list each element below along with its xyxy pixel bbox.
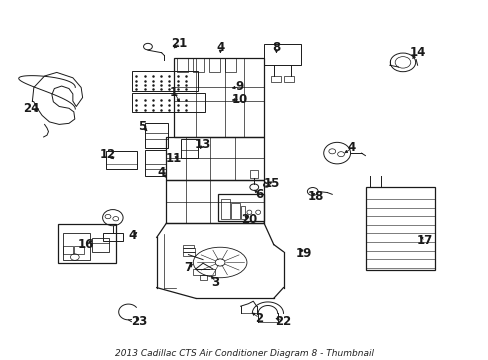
- Bar: [144, 149, 166, 176]
- Text: 7: 7: [184, 261, 192, 274]
- Text: 1: 1: [169, 86, 178, 99]
- Text: 10: 10: [231, 93, 247, 106]
- Bar: [144, 123, 167, 148]
- Bar: [225, 58, 236, 72]
- Text: 9: 9: [235, 80, 243, 93]
- Bar: [177, 58, 187, 72]
- Text: 17: 17: [416, 234, 432, 247]
- Bar: [240, 206, 245, 219]
- Bar: [105, 151, 137, 169]
- Text: 14: 14: [408, 46, 425, 59]
- Text: 4: 4: [128, 229, 136, 242]
- Bar: [366, 187, 434, 270]
- Text: 5: 5: [138, 120, 146, 133]
- Bar: [264, 44, 300, 65]
- Bar: [221, 199, 229, 219]
- Text: 15: 15: [264, 177, 280, 190]
- Text: 4: 4: [347, 141, 355, 154]
- Text: 12: 12: [100, 148, 116, 161]
- Text: 22: 22: [275, 315, 291, 328]
- Bar: [166, 137, 264, 180]
- Bar: [250, 170, 258, 178]
- Bar: [270, 76, 280, 82]
- Text: 19: 19: [295, 247, 311, 260]
- Bar: [132, 71, 198, 91]
- Bar: [183, 248, 195, 252]
- Text: 23: 23: [131, 315, 147, 328]
- Bar: [173, 58, 264, 137]
- Text: 21: 21: [171, 36, 187, 50]
- Text: 13: 13: [195, 138, 211, 150]
- Text: 11: 11: [165, 152, 182, 165]
- Bar: [58, 224, 116, 263]
- Text: 16: 16: [78, 238, 94, 251]
- Bar: [183, 244, 193, 248]
- Bar: [92, 238, 109, 252]
- Bar: [230, 203, 239, 219]
- Bar: [193, 58, 203, 72]
- Bar: [193, 269, 215, 275]
- Bar: [63, 233, 90, 260]
- Text: 18: 18: [307, 190, 324, 203]
- Bar: [209, 58, 220, 72]
- Bar: [217, 194, 264, 221]
- Bar: [132, 93, 204, 112]
- Bar: [199, 275, 206, 280]
- Bar: [74, 246, 83, 253]
- Bar: [183, 252, 195, 256]
- Bar: [63, 246, 73, 253]
- Text: 4: 4: [216, 41, 224, 54]
- Text: 2013 Cadillac CTS Air Conditioner Diagram 8 - Thumbnail: 2013 Cadillac CTS Air Conditioner Diagra…: [115, 349, 373, 358]
- Bar: [103, 233, 122, 241]
- Bar: [166, 180, 264, 223]
- Bar: [284, 76, 294, 82]
- Text: 2: 2: [255, 311, 263, 325]
- Text: 8: 8: [271, 41, 280, 54]
- Text: 20: 20: [241, 213, 257, 226]
- Text: 3: 3: [211, 276, 219, 289]
- Bar: [181, 139, 198, 158]
- Text: 6: 6: [254, 188, 263, 201]
- Text: 4: 4: [157, 166, 165, 179]
- Text: 24: 24: [23, 102, 39, 115]
